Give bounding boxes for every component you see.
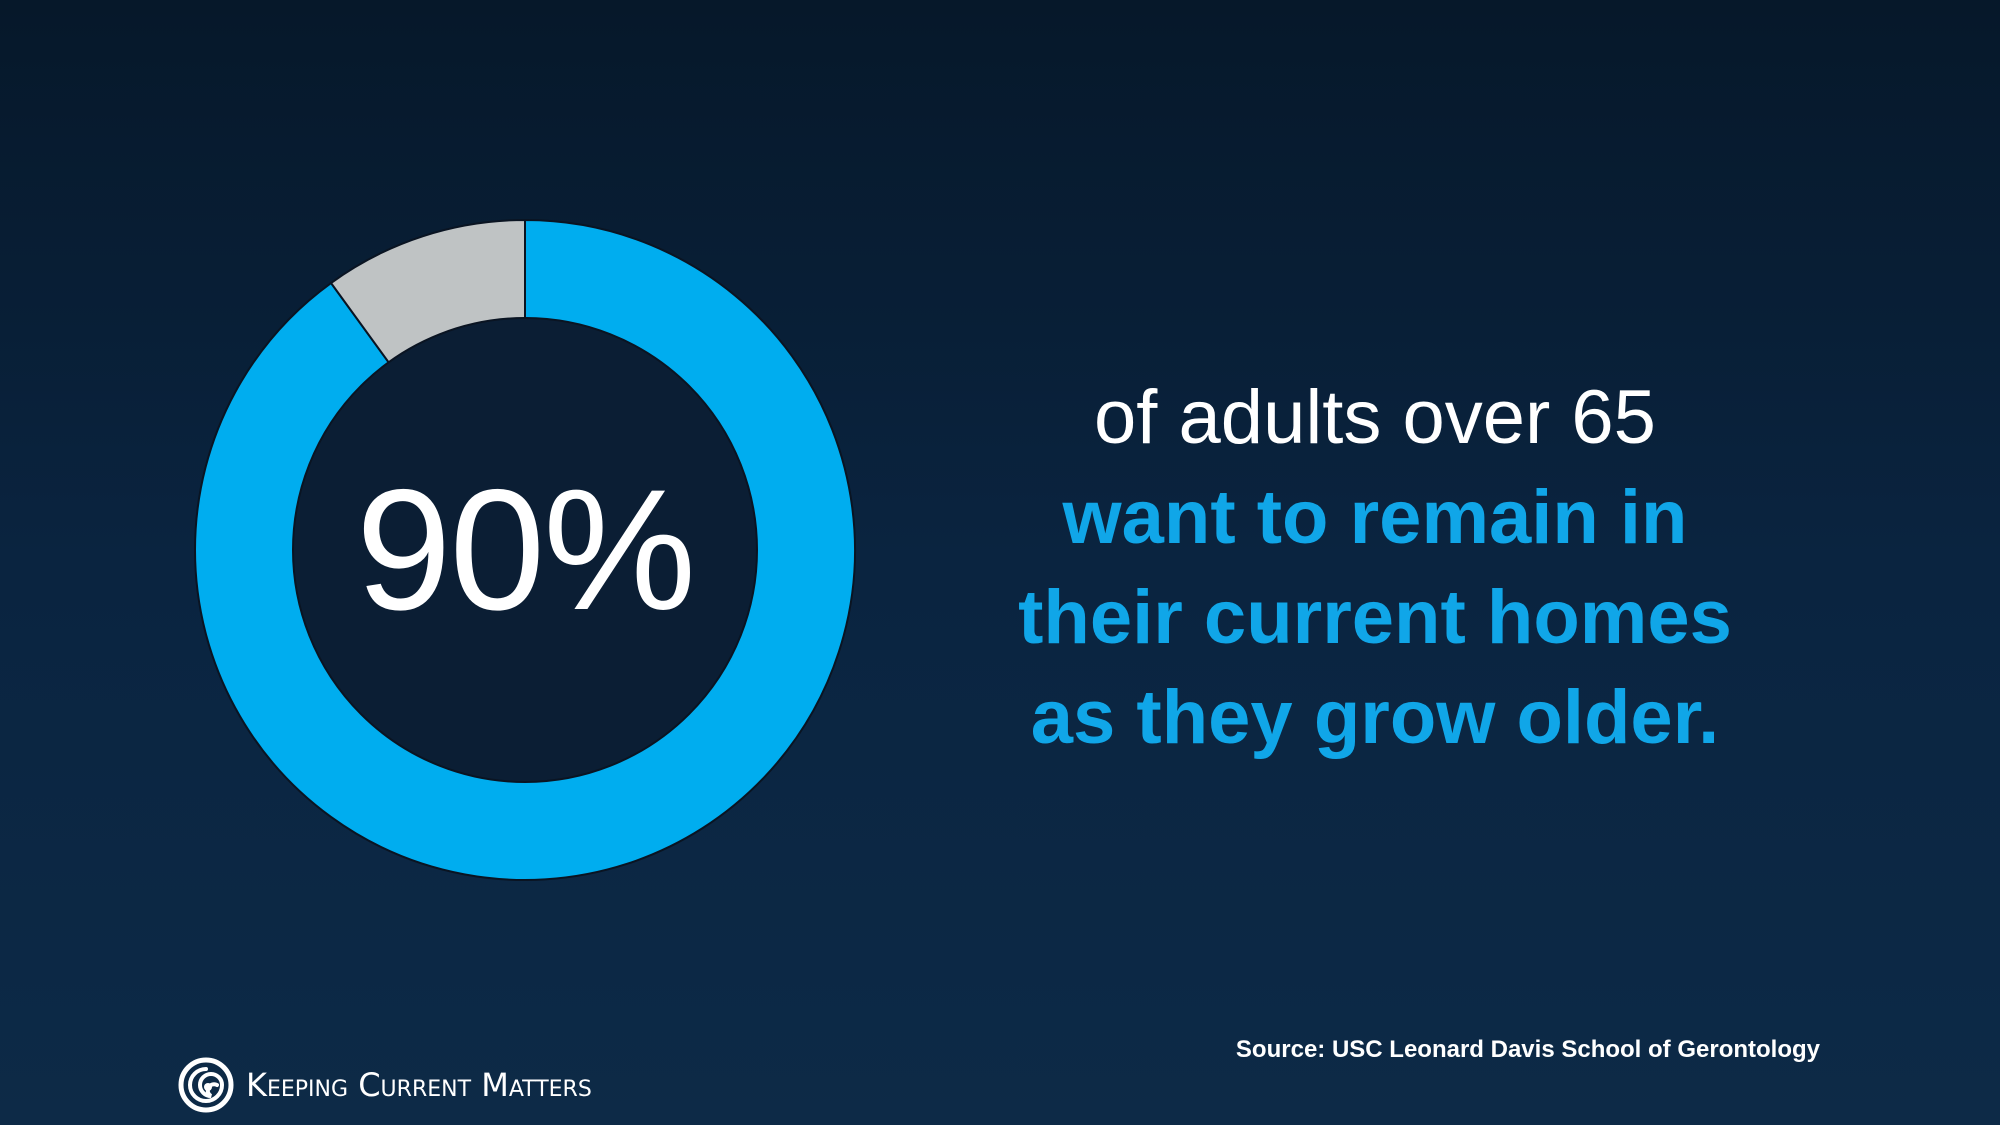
brand-logo: Keeping Current Matters xyxy=(178,1057,592,1113)
brand-name: Keeping Current Matters xyxy=(246,1066,592,1104)
headline: of adults over 65 want to remain in thei… xyxy=(900,368,1850,768)
headline-line-1: of adults over 65 xyxy=(1094,375,1656,460)
donut-hole xyxy=(292,317,758,783)
headline-line-2: want to remain in xyxy=(1062,475,1688,560)
headline-line-4: as they grow older. xyxy=(1030,675,1720,760)
source-citation: Source: USC Leonard Davis School of Gero… xyxy=(1235,1036,1820,1063)
headline-line-3: their current homes xyxy=(1018,575,1732,660)
center-value-label: 90% xyxy=(355,454,696,646)
spiral-logo-icon xyxy=(178,1057,234,1113)
